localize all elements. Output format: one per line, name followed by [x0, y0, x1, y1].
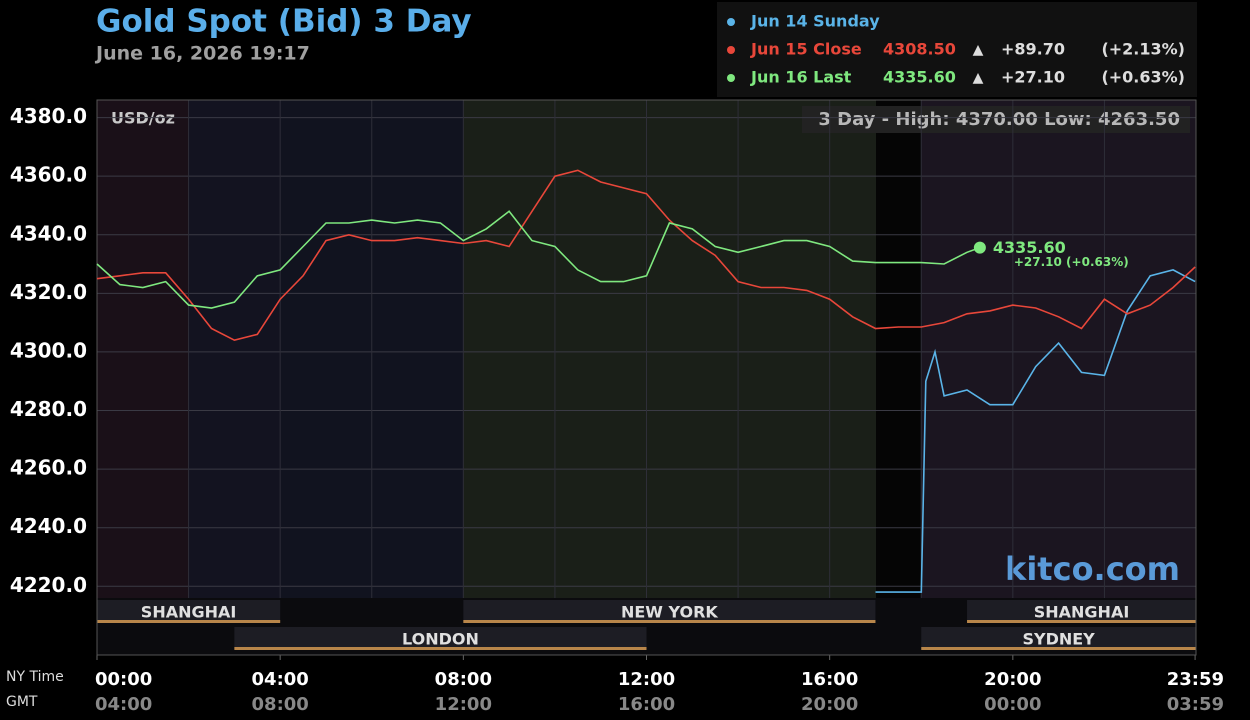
y-tick-label: 4380.0 — [10, 104, 87, 128]
y-tick-label: 4360.0 — [10, 163, 87, 187]
y-tick-label: 4240.0 — [10, 514, 87, 538]
x2-tick-label: 08:00 — [252, 694, 309, 715]
session-bar — [234, 647, 647, 650]
x-tick-label: 12:00 — [618, 669, 675, 690]
session-bar — [463, 620, 876, 623]
y-tick-label: 4260.0 — [10, 456, 87, 480]
range-box — [802, 106, 1190, 133]
series-line — [96, 169, 1196, 342]
legend-value: 4308.50 — [883, 40, 956, 59]
x2-tick-label: 16:00 — [618, 694, 675, 715]
x-tick-label: 08:00 — [435, 669, 492, 690]
session-bar — [967, 620, 1196, 623]
legend-pct: (+2.13%) — [1101, 40, 1185, 59]
legend-arrow: ▲ — [973, 70, 984, 86]
legend-change: +89.70 — [1001, 40, 1065, 59]
range-label: 3 Day - High: 4370.00 Low: 4263.50 — [818, 109, 1180, 130]
x-tick-label: 00:00 — [95, 669, 152, 690]
legend-label: Jun 15 Close — [750, 40, 862, 59]
legend-dot — [727, 18, 735, 26]
session-label: LONDON — [402, 630, 479, 649]
x-axis-label: NY Time — [6, 669, 64, 685]
zone — [876, 100, 921, 598]
y-tick-label: 4220.0 — [10, 573, 87, 597]
subtitle: June 16, 2026 19:17 — [94, 43, 310, 65]
session-band — [921, 627, 1196, 649]
session-band — [967, 600, 1196, 622]
zone — [189, 100, 281, 598]
session-label: SHANGHAI — [1034, 603, 1130, 622]
legend-change: +27.10 — [1001, 68, 1065, 87]
series-line — [875, 269, 1196, 593]
y-tick-label: 4320.0 — [10, 280, 87, 304]
x-tick-label: 23:59 — [1167, 669, 1224, 690]
legend-arrow: ▲ — [973, 42, 984, 58]
legend-pct: (+0.63%) — [1101, 68, 1185, 87]
y-tick-label: 4340.0 — [10, 221, 87, 245]
watermark: kitco.com — [1005, 550, 1180, 588]
y-tick-label: 4280.0 — [10, 397, 87, 421]
session-label: SHANGHAI — [141, 603, 237, 622]
legend-dot — [727, 46, 735, 54]
session-band — [97, 600, 281, 622]
x2-axis-label: GMT — [6, 694, 38, 710]
session-band — [234, 627, 647, 649]
last-point — [973, 241, 986, 254]
zone — [97, 100, 189, 598]
series-line — [96, 210, 981, 309]
session-label: NEW YORK — [621, 603, 718, 622]
plot-frame — [96, 99, 1197, 656]
last-change-label: +27.10 (+0.63%) — [1014, 255, 1129, 269]
x2-tick-label: 12:00 — [435, 694, 492, 715]
y-tick-label: 4300.0 — [10, 338, 87, 362]
session-label: SYDNEY — [1022, 630, 1095, 649]
session-band — [463, 600, 876, 622]
x-tick-label: 16:00 — [801, 669, 858, 690]
session-bar — [921, 647, 1196, 650]
legend-label: Jun 16 Last — [750, 68, 852, 87]
chart-title: Gold Spot (Bid) 3 Day — [96, 4, 472, 40]
x2-tick-label: 03:59 — [1167, 694, 1224, 715]
x-tick-label: 04:00 — [252, 669, 309, 690]
session-bar — [97, 620, 281, 623]
legend-label: Jun 14 Sunday — [750, 12, 880, 31]
x-tick-label: 20:00 — [984, 669, 1041, 690]
legend-dot — [727, 74, 735, 82]
x2-tick-label: 04:00 — [95, 694, 152, 715]
zone — [921, 100, 1196, 598]
zone — [463, 100, 876, 598]
last-value-label: 4335.60 — [993, 238, 1066, 257]
legend-box — [717, 2, 1197, 97]
x2-tick-label: 00:00 — [984, 694, 1041, 715]
x2-tick-label: 20:00 — [801, 694, 858, 715]
legend-value: 4335.60 — [883, 68, 956, 87]
